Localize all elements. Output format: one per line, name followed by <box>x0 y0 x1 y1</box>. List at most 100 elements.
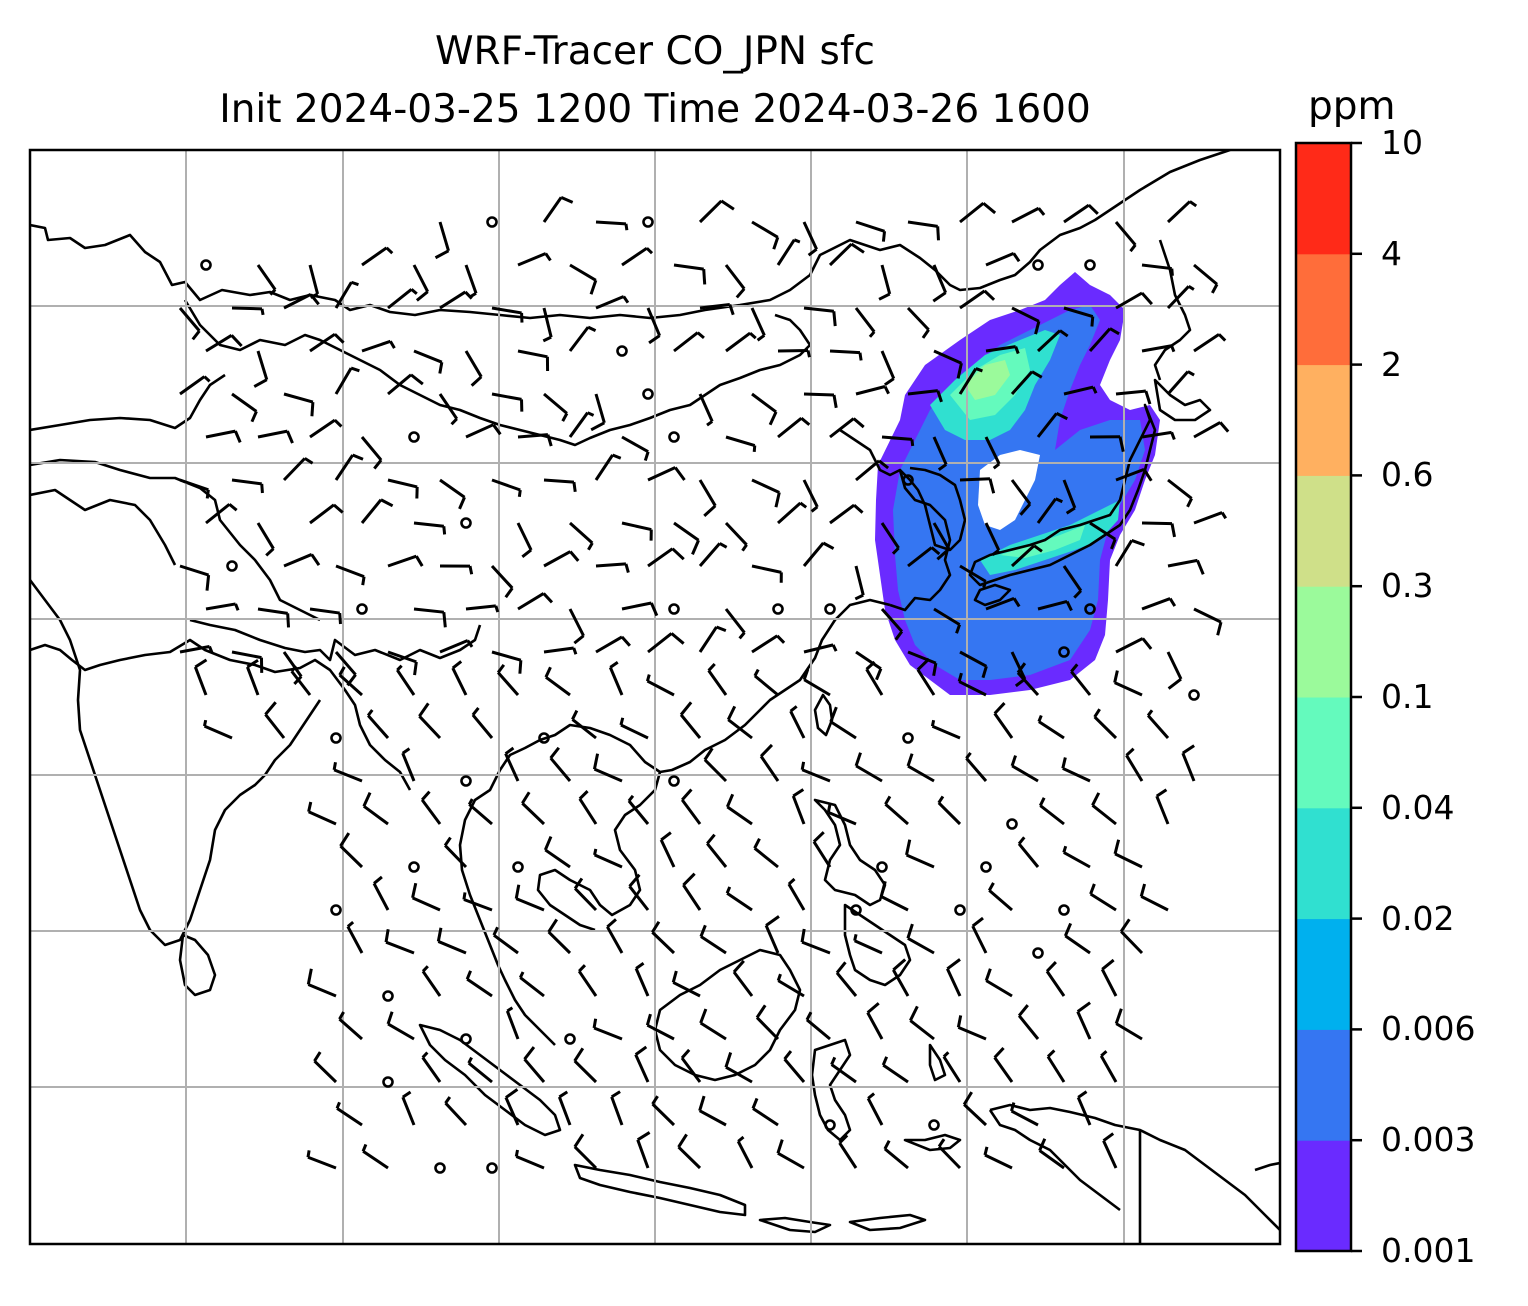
wind-barb <box>933 607 962 634</box>
calm-wind-circle <box>1188 689 1200 701</box>
wind-barb <box>496 663 520 696</box>
wind-barb <box>420 790 442 825</box>
wind-barb <box>421 1051 442 1083</box>
calm-wind-circle <box>226 560 238 572</box>
wind-barb <box>521 791 546 826</box>
calm-wind-circle <box>772 603 784 615</box>
wind-barb <box>595 562 630 573</box>
wind-barb <box>1046 1049 1066 1083</box>
wind-barb <box>699 1008 727 1041</box>
wind-barb <box>855 650 883 681</box>
wind-barb <box>937 795 962 826</box>
wind-barb <box>309 418 343 439</box>
wind-barb <box>932 436 948 471</box>
calm-wind-circle <box>980 861 992 873</box>
wind-barb <box>467 1056 493 1084</box>
wind-barb <box>673 263 707 285</box>
wind-barb <box>800 761 831 783</box>
calm-wind-circle <box>876 861 888 873</box>
calm-wind-circle <box>668 603 680 615</box>
wind-barb <box>332 761 363 783</box>
wind-barb <box>802 221 818 257</box>
wind-barb <box>736 1135 754 1169</box>
wind-barb <box>361 339 396 353</box>
wind-barb <box>1139 883 1169 912</box>
wind-barb <box>1010 479 1032 516</box>
wind-barb <box>751 564 783 583</box>
wind-barb <box>930 719 961 740</box>
wind-barb <box>777 348 811 358</box>
wind-barb <box>543 550 580 568</box>
wind-barb <box>1141 597 1177 611</box>
wind-barb <box>434 221 450 260</box>
wind-barb <box>491 392 524 412</box>
wind-barb <box>703 747 728 783</box>
wind-barb <box>892 958 910 997</box>
wind-barb <box>621 246 654 267</box>
wind-barb <box>965 751 988 782</box>
wind-barb <box>490 564 514 599</box>
calm-wind-circle <box>460 1033 472 1045</box>
wind-barb <box>854 307 876 338</box>
wind-barb <box>777 417 811 439</box>
wind-barb <box>628 873 650 911</box>
wind-barb <box>725 886 753 912</box>
wind-barb <box>698 479 717 517</box>
calm-wind-circle <box>1084 259 1096 271</box>
wind-barb <box>907 220 940 241</box>
wind-barb <box>1167 478 1193 508</box>
wind-barb <box>1166 285 1195 310</box>
colorbar-unit-label: ppm <box>1308 84 1396 129</box>
wind-barb <box>1193 511 1228 525</box>
wind-barb <box>906 753 935 783</box>
wind-barb <box>362 792 389 826</box>
calm-wind-circle <box>1058 646 1070 658</box>
wind-barb <box>338 1011 363 1041</box>
calm-wind-circle <box>564 1033 576 1045</box>
map-frame <box>28 148 1282 1246</box>
wind-barb <box>942 1051 962 1083</box>
wind-barb <box>439 639 474 654</box>
wind-barb <box>1010 544 1043 568</box>
calm-wind-circle <box>486 216 498 228</box>
wind-barb <box>854 752 883 783</box>
wind-barbs <box>178 196 1230 1174</box>
wind-barb <box>907 546 941 568</box>
wind-barb <box>309 332 345 353</box>
wind-barb <box>544 666 571 697</box>
calm-wind-circle <box>1032 947 1044 959</box>
wind-barb <box>205 503 238 525</box>
wind-barb <box>776 1139 805 1170</box>
wind-barb <box>387 478 419 499</box>
wind-barb <box>651 920 676 955</box>
wind-barb <box>647 632 685 654</box>
wind-barb <box>1141 344 1176 353</box>
wind-barb <box>698 1095 727 1127</box>
wind-barb <box>1141 521 1176 538</box>
wind-barb <box>724 521 748 552</box>
wind-barb <box>205 429 242 443</box>
wind-barb <box>178 307 201 341</box>
wind-barb <box>573 877 598 912</box>
wind-barb <box>516 522 533 558</box>
calm-wind-circle <box>408 431 420 443</box>
wind-barb <box>1141 263 1174 276</box>
wind-barb <box>673 331 705 353</box>
wind-barb <box>595 635 631 654</box>
wind-barb <box>698 542 728 567</box>
wind-barb <box>805 1011 831 1041</box>
wind-barb <box>646 307 662 345</box>
wind-barb <box>464 350 483 387</box>
wind-barb <box>959 650 988 679</box>
wind-barb <box>462 892 493 912</box>
calm-wind-circle <box>824 1119 836 1131</box>
wind-barb <box>679 701 702 739</box>
wind-barb <box>958 367 983 395</box>
wind-barb <box>957 672 987 697</box>
wind-barb <box>1036 329 1069 353</box>
wind-barb <box>386 1011 415 1041</box>
calm-wind-circle <box>668 431 680 443</box>
wind-barb <box>246 658 260 696</box>
wind-barb <box>543 392 569 422</box>
colorbar-tick-label: 0.3 <box>1381 566 1434 606</box>
